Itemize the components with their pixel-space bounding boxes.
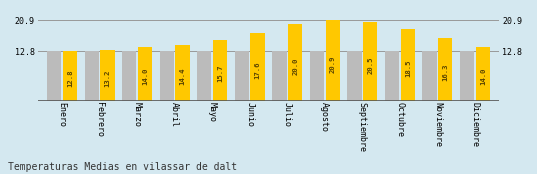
Bar <box>423 52 437 101</box>
Text: 14.0: 14.0 <box>480 68 486 85</box>
Bar <box>460 52 474 101</box>
Bar <box>176 45 190 101</box>
Bar <box>438 38 453 101</box>
Text: 20.9: 20.9 <box>330 56 336 73</box>
Bar <box>347 52 361 101</box>
Text: 14.0: 14.0 <box>142 68 148 85</box>
Bar <box>476 47 490 101</box>
Text: 13.2: 13.2 <box>104 69 111 87</box>
Bar <box>250 33 265 101</box>
Bar <box>159 52 174 101</box>
Bar <box>401 29 415 101</box>
Bar <box>272 52 287 101</box>
Bar <box>63 52 77 101</box>
Text: Temperaturas Medias en vilassar de dalt: Temperaturas Medias en vilassar de dalt <box>8 162 237 172</box>
Bar <box>122 52 136 101</box>
Text: 16.3: 16.3 <box>442 64 448 81</box>
Bar <box>47 52 61 101</box>
Bar <box>235 52 249 101</box>
Text: 20.5: 20.5 <box>367 57 373 74</box>
Bar <box>197 52 212 101</box>
Text: 20.0: 20.0 <box>292 57 298 75</box>
Text: 15.7: 15.7 <box>217 65 223 82</box>
Bar <box>100 50 114 101</box>
Bar <box>385 52 399 101</box>
Text: 18.5: 18.5 <box>405 60 411 77</box>
Text: 17.6: 17.6 <box>255 62 260 79</box>
Bar <box>213 40 227 101</box>
Bar <box>325 20 340 101</box>
Bar <box>288 24 302 101</box>
Bar <box>138 47 152 101</box>
Bar <box>363 22 378 101</box>
Bar <box>84 52 99 101</box>
Text: 12.8: 12.8 <box>67 70 73 87</box>
Text: 14.4: 14.4 <box>179 67 185 85</box>
Bar <box>310 52 324 101</box>
